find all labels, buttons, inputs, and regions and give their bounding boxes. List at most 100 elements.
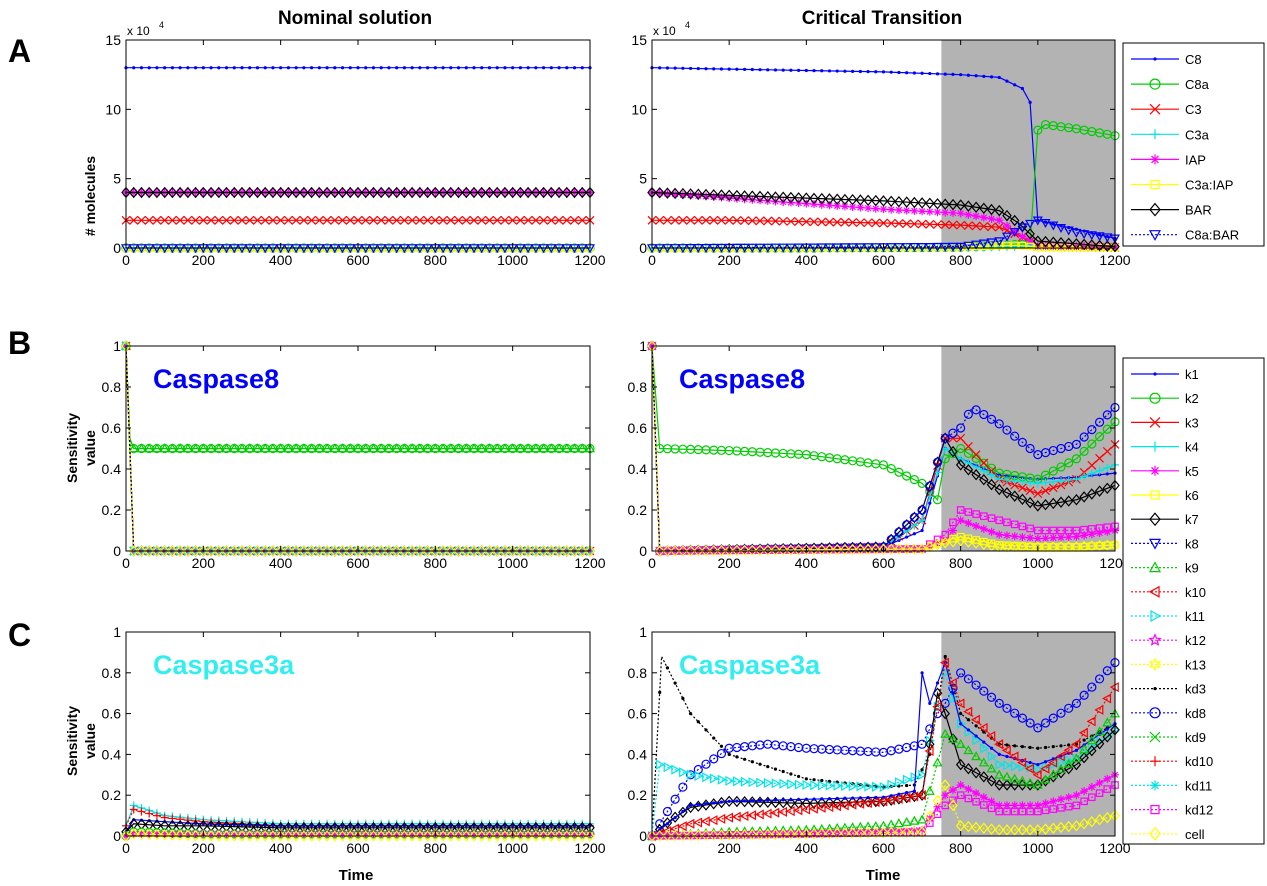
data-point: [500, 829, 509, 838]
data-point: [956, 209, 965, 218]
x-tick-label: 800: [949, 555, 973, 571]
data-point: [376, 215, 386, 225]
legend-item-k7: k7: [1131, 512, 1199, 527]
data-point: [291, 215, 301, 225]
data-point: [696, 720, 700, 724]
data-point: [562, 215, 572, 225]
data-point: [878, 195, 889, 207]
x-tick-label: 600: [872, 840, 896, 856]
x-tick-label: 200: [717, 555, 741, 571]
data-point: [364, 66, 368, 70]
data-point: [855, 798, 865, 809]
data-point: [671, 764, 681, 775]
data-point: [677, 821, 687, 832]
panel-title: Caspase8: [679, 364, 805, 394]
legends: C8C8aC3C3aIAPC3a:IAPBARC8a:BARk1k2k3k4k5…: [1122, 42, 1265, 845]
legend-item-k3: k3: [1131, 415, 1199, 430]
data-point: [940, 779, 950, 791]
data-point: [1003, 241, 1011, 250]
data-point: [245, 829, 254, 838]
data-point: [487, 66, 492, 70]
data-point: [322, 186, 332, 199]
data-point: [964, 508, 973, 516]
data-point: [785, 806, 795, 817]
legend-item-k10: k10: [1131, 585, 1206, 600]
data-point: [995, 241, 1004, 250]
data-point: [956, 433, 966, 443]
data-point: [1102, 693, 1112, 704]
data-point: [863, 243, 874, 253]
data-point: [1033, 479, 1042, 488]
data-point: [935, 72, 940, 76]
data-point: [248, 823, 252, 827]
data-point: [670, 794, 680, 804]
data-point: [315, 829, 324, 838]
data-point: [352, 443, 364, 453]
data-point: [438, 443, 449, 453]
data-point: [182, 443, 193, 453]
data-point: [1072, 801, 1081, 810]
data-point: [276, 215, 286, 225]
data-point: [306, 443, 317, 453]
data-point: [840, 193, 850, 206]
legend-item-k9: k9: [1131, 561, 1199, 576]
data-point: [1064, 802, 1073, 811]
data-point: [415, 186, 425, 199]
data-point: [955, 698, 965, 709]
data-point: [260, 830, 270, 842]
data-point: [897, 538, 901, 542]
data-point: [395, 824, 399, 828]
data-point: [982, 74, 986, 78]
data-point: [801, 217, 811, 227]
data-point: [847, 827, 858, 839]
data-point: [1087, 239, 1097, 251]
data-point: [1056, 476, 1065, 485]
data-point: [426, 66, 430, 70]
data-point: [260, 215, 270, 225]
data-point: [843, 796, 847, 800]
data-point: [917, 243, 928, 253]
x-tick-label: 600: [872, 555, 896, 571]
data-point: [152, 215, 162, 225]
data-point: [539, 829, 548, 838]
data-point: [956, 443, 966, 454]
data-point: [484, 443, 495, 453]
data-point: [377, 829, 386, 838]
data-point: [949, 534, 957, 543]
data-point: [1094, 232, 1105, 242]
data-point: [685, 545, 696, 557]
data-point: [345, 186, 356, 199]
data-point: [145, 809, 154, 818]
data-point: [743, 757, 747, 761]
legend-marker: [1149, 103, 1161, 115]
series-line-kd8: [651, 662, 1116, 837]
data-point: [1087, 488, 1097, 500]
data-point: [1048, 757, 1058, 768]
data-point: [476, 443, 487, 453]
data-point: [1105, 472, 1109, 476]
data-point: [685, 829, 696, 842]
legend-item-k2: k2: [1131, 391, 1199, 406]
data-point: [1028, 100, 1032, 104]
data-point: [1041, 761, 1051, 772]
legend-item-kd11: kd11: [1131, 778, 1212, 793]
x-tick-label: 800: [949, 840, 973, 856]
data-point: [966, 728, 970, 732]
data-point: [268, 186, 278, 199]
data-point: [1095, 789, 1104, 797]
data-point: [1048, 822, 1059, 834]
data-point: [415, 215, 425, 225]
data-point: [964, 534, 973, 543]
data-point: [696, 66, 700, 71]
series-line-kd3: [651, 654, 1116, 837]
data-point: [1079, 446, 1089, 456]
data-point: [346, 829, 355, 838]
data-point: [229, 215, 239, 225]
x-tick-label: 1200: [574, 555, 605, 571]
data-point: [894, 826, 904, 839]
data-point: [299, 829, 308, 838]
data-point: [997, 473, 1001, 477]
data-point: [932, 701, 942, 712]
data-point: [1057, 243, 1065, 252]
